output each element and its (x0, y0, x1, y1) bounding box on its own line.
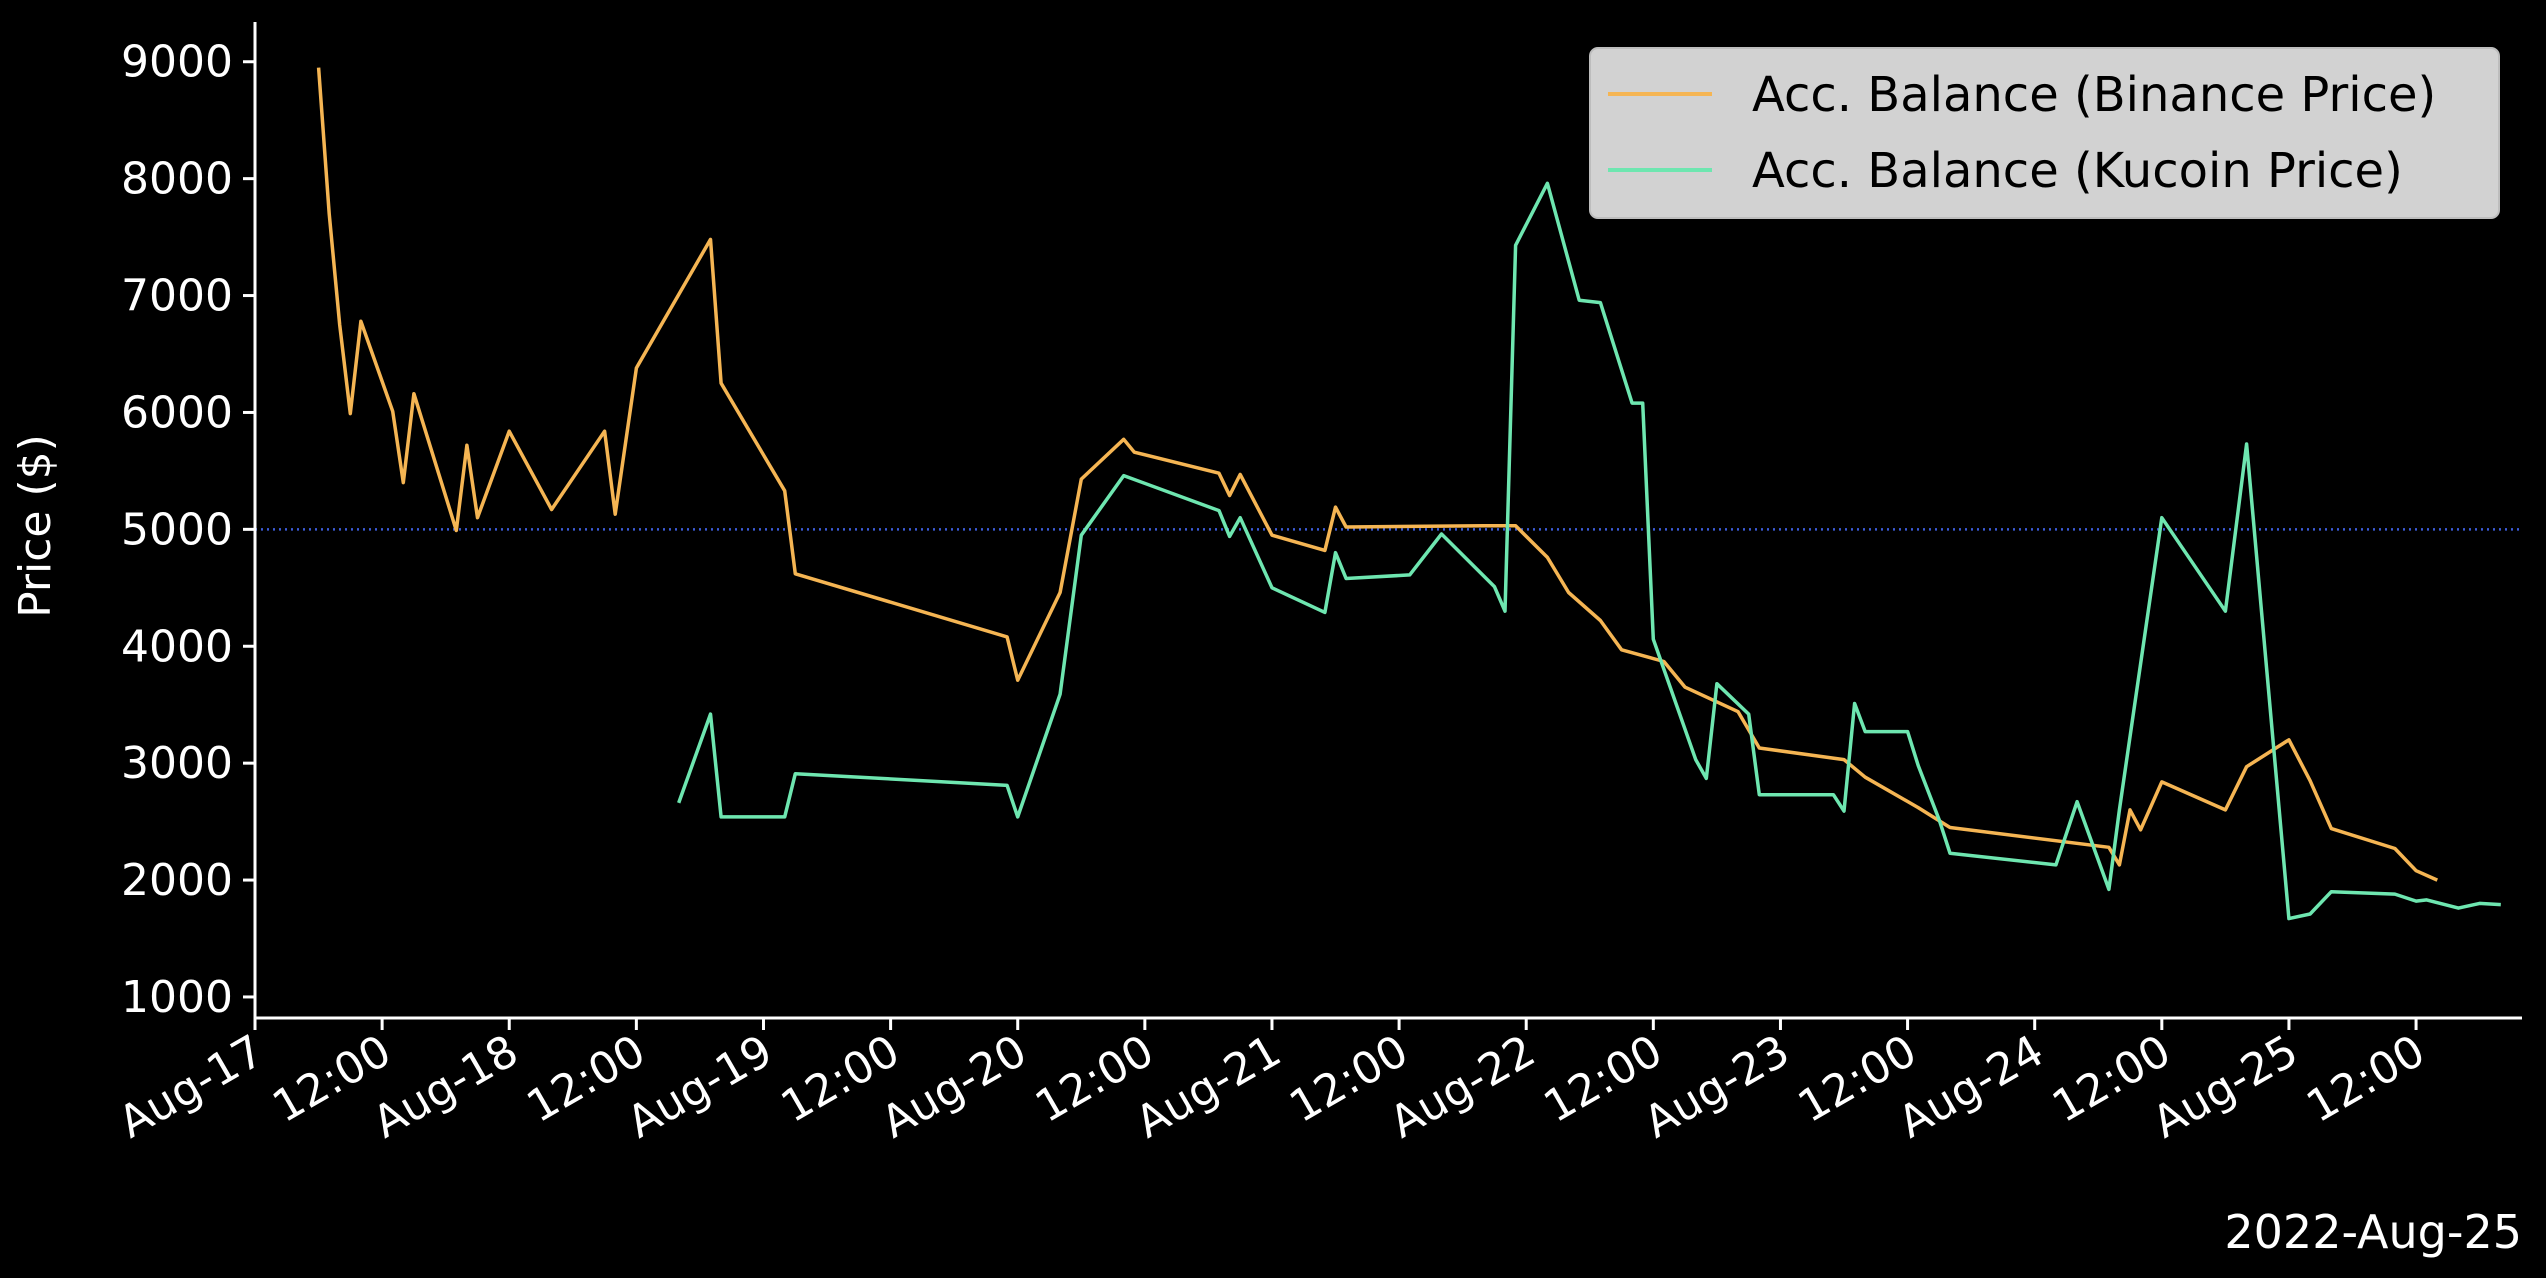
series-line-binance (316, 67, 2439, 882)
legend-box (1589, 47, 2500, 219)
plot-area (255, 67, 2522, 921)
y-tick-label: 7000 (121, 271, 233, 322)
y-tick-label: 1000 (121, 972, 233, 1023)
legend-label: Acc. Balance (Kucoin Price) (1752, 143, 2403, 199)
legend: Acc. Balance (Binance Price) Acc. Balance… (1589, 47, 2500, 219)
y-tick-label: 5000 (121, 504, 233, 555)
date-offset-label: 2022-Aug-25 (2224, 1205, 2522, 1259)
y-axis-title: Price ($) (10, 434, 61, 618)
legend-label: Acc. Balance (Binance Price) (1752, 67, 2436, 123)
y-tick-label: 2000 (121, 855, 233, 906)
y-tick-label: 8000 (121, 154, 233, 205)
y-tick-label: 6000 (121, 387, 233, 438)
y-tick-label: 3000 (121, 738, 233, 789)
series-line-kucoin (677, 181, 2501, 921)
y-tick-label: 4000 (121, 621, 233, 672)
y-tick-label: 9000 (121, 37, 233, 88)
